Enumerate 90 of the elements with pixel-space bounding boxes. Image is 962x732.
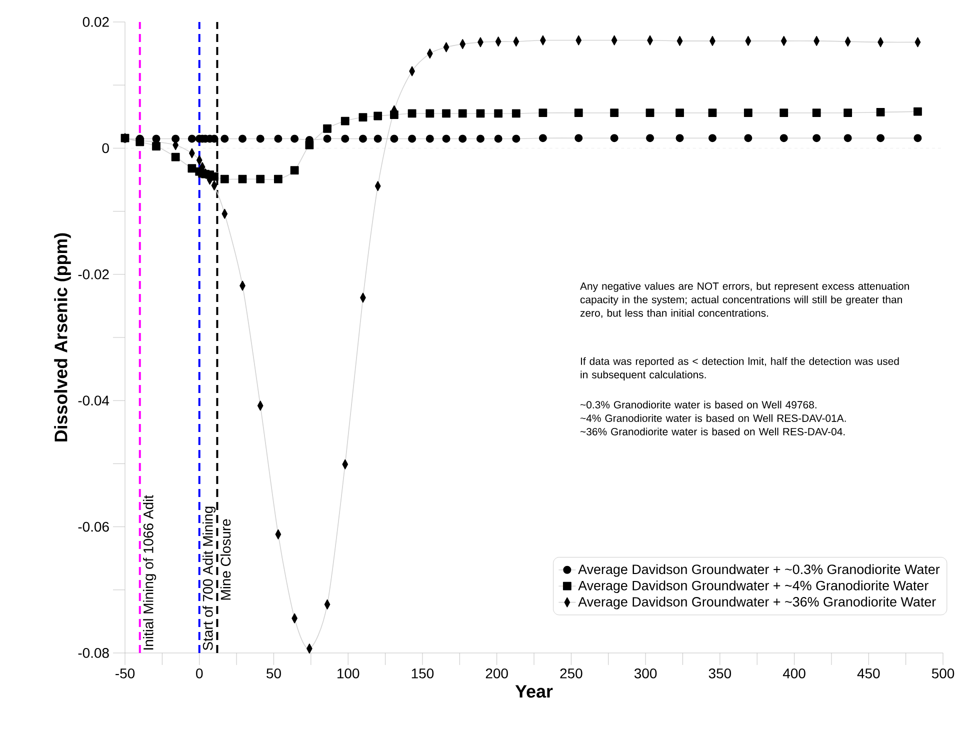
point bbox=[812, 108, 821, 118]
point bbox=[574, 134, 583, 142]
point bbox=[494, 109, 503, 118]
point bbox=[646, 134, 654, 142]
legend-label: Average Davidson Groundwater + ~0.3% Granodiorite Water bbox=[578, 564, 940, 577]
point bbox=[220, 134, 229, 143]
point bbox=[538, 108, 548, 118]
point bbox=[676, 134, 684, 142]
point bbox=[494, 134, 502, 143]
point bbox=[458, 134, 467, 143]
point bbox=[390, 134, 398, 143]
annotation: If data was reported as < detection lmit, half the detection was used in subsequent calculations. bbox=[580, 357, 899, 380]
x-tick-label: 150 bbox=[412, 668, 434, 678]
point bbox=[442, 134, 450, 143]
x-tick-label: 0 bbox=[196, 668, 203, 678]
y-tick-label: 0.02 bbox=[82, 17, 109, 27]
y-tick-label: 0 bbox=[102, 143, 109, 154]
point bbox=[676, 108, 684, 118]
y-tick-label: -0.06 bbox=[78, 522, 109, 532]
point bbox=[780, 108, 788, 118]
point bbox=[914, 107, 922, 116]
annotation: Any negative values are NOT errors, but represent excess attenuation capacity in the system; actual concentrations will still be greater than zero, but less than initial concentrations. bbox=[580, 282, 909, 318]
point bbox=[610, 108, 619, 118]
point bbox=[458, 109, 467, 118]
point bbox=[408, 109, 416, 118]
point bbox=[646, 108, 654, 118]
point bbox=[512, 109, 520, 118]
x-tick-label: 500 bbox=[932, 668, 954, 678]
legend-label: Average Davidson Groundwater + ~36% Granodiorite Water bbox=[578, 596, 936, 610]
point bbox=[476, 134, 484, 143]
point bbox=[744, 108, 752, 118]
point bbox=[538, 134, 547, 142]
point bbox=[256, 174, 265, 184]
ref-line-label: Initial Mining of 1066 Adit bbox=[143, 495, 156, 650]
y-tick-label: -0.04 bbox=[78, 396, 110, 406]
point bbox=[512, 134, 520, 143]
point bbox=[358, 134, 367, 143]
x-tick-label: 450 bbox=[857, 668, 880, 678]
annotation: ~0.3% Granodiorite water is based on Well 49768. ~4% Granodiorite water is based on Well RES-DAV-01A. ~36% Granodiorite water is based on Well RES-DAV-04. bbox=[580, 400, 846, 436]
point bbox=[238, 174, 247, 184]
point bbox=[914, 134, 922, 142]
point bbox=[574, 108, 583, 118]
point bbox=[256, 134, 264, 143]
x-tick-label: 50 bbox=[266, 668, 281, 678]
point bbox=[844, 134, 852, 142]
point bbox=[290, 134, 299, 143]
point bbox=[188, 164, 196, 173]
x-tick-label: 250 bbox=[560, 668, 582, 678]
x-tick-label: 350 bbox=[708, 668, 732, 678]
point bbox=[358, 113, 368, 122]
point bbox=[238, 134, 246, 143]
point bbox=[844, 108, 852, 118]
point bbox=[188, 134, 196, 143]
point bbox=[374, 134, 382, 143]
x-tick-label: 300 bbox=[634, 668, 657, 678]
point bbox=[744, 134, 752, 142]
point bbox=[341, 134, 350, 143]
point bbox=[442, 109, 450, 118]
point bbox=[476, 109, 485, 118]
point bbox=[408, 134, 416, 143]
point bbox=[708, 134, 716, 142]
x-axis-title: Year bbox=[515, 685, 553, 698]
point bbox=[274, 134, 282, 143]
point bbox=[426, 134, 434, 143]
point bbox=[290, 166, 299, 174]
point bbox=[340, 116, 350, 126]
point bbox=[305, 140, 314, 150]
point bbox=[610, 134, 618, 142]
point bbox=[876, 108, 885, 116]
point bbox=[426, 109, 434, 118]
x-tick-label: 200 bbox=[486, 668, 508, 678]
point bbox=[708, 108, 717, 118]
point bbox=[812, 134, 821, 142]
point bbox=[323, 134, 332, 143]
x-tick-label: 400 bbox=[782, 668, 806, 678]
legend-label: Average Davidson Groundwater + ~4% Granodiorite Water bbox=[578, 580, 928, 594]
point bbox=[323, 124, 332, 133]
ref-line-label: Start of 700 Adit Mining bbox=[202, 506, 216, 650]
point bbox=[171, 152, 180, 162]
point bbox=[374, 112, 382, 120]
x-tick-label: -50 bbox=[116, 668, 135, 678]
point bbox=[876, 134, 885, 142]
ref-line-label: Mine Closure bbox=[220, 519, 231, 600]
point bbox=[780, 134, 788, 142]
x-tick-label: 100 bbox=[338, 668, 360, 678]
y-axis-title: Dissolved Arsenic (ppm) bbox=[54, 233, 71, 442]
y-tick-label: -0.08 bbox=[78, 648, 109, 658]
y-tick-label: -0.02 bbox=[78, 269, 109, 280]
point bbox=[274, 174, 282, 184]
point bbox=[220, 174, 229, 184]
